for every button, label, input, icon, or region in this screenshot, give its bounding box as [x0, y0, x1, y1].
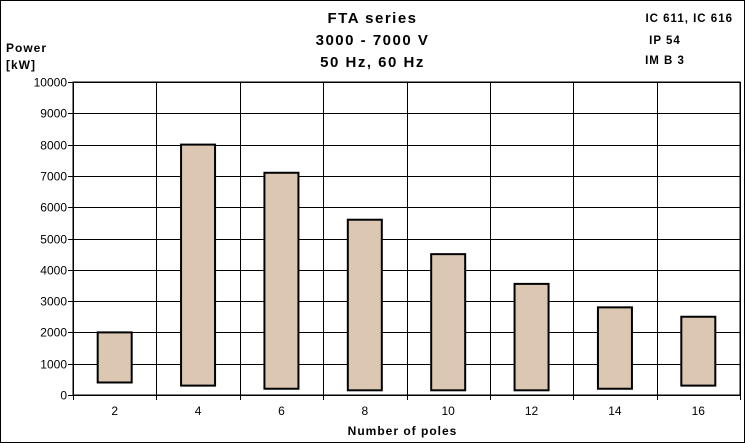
bar-16-poles — [680, 315, 717, 387]
x-tick-label: 14 — [608, 404, 622, 418]
y-tick-label: 6000 — [40, 201, 67, 215]
bar-6-poles — [263, 171, 300, 390]
y-tick-label: 9000 — [40, 107, 67, 121]
y-axis-label-line-1: Power — [6, 41, 48, 55]
x-tick-label: 6 — [278, 404, 285, 418]
spec-line-2: IP 54 — [649, 35, 681, 47]
chart-title-line-1: FTA series — [327, 10, 418, 27]
x-tick-label: 16 — [692, 404, 706, 418]
x-tick-label: 10 — [442, 404, 456, 418]
bar-8-poles — [346, 218, 383, 392]
bar-14-poles — [596, 306, 633, 390]
y-tick-label: 4000 — [40, 264, 67, 278]
plot-area — [72, 81, 741, 396]
y-tick-label: 1000 — [40, 358, 67, 372]
spec-line-1: IC 611, IC 616 — [645, 13, 733, 25]
y-tick-label: 2000 — [40, 326, 67, 340]
x-tick-label: 4 — [195, 404, 202, 418]
chart-title-line-3: 50 Hz, 60 Hz — [320, 54, 425, 71]
y-tick-label: 3000 — [40, 295, 67, 309]
y-tick-label: 0 — [60, 389, 67, 403]
spec-line-3: IM B 3 — [645, 55, 685, 67]
y-axis-label-line-2: [kW] — [6, 58, 36, 72]
x-tick-label: 2 — [111, 404, 118, 418]
y-tick-label: 7000 — [40, 170, 67, 184]
y-tick-label: 10000 — [34, 76, 68, 90]
x-axis-label: Number of poles — [347, 424, 458, 438]
bar-10-poles — [430, 253, 467, 392]
y-tick-label: 5000 — [40, 233, 67, 247]
bar-4-poles — [180, 143, 217, 387]
bar-12-poles — [513, 282, 550, 392]
chart-title-line-2: 3000 - 7000 V — [315, 32, 430, 49]
y-tick-label: 8000 — [40, 139, 67, 153]
bar-2-poles — [96, 331, 133, 384]
x-tick-label: 12 — [525, 404, 539, 418]
x-tick-label: 8 — [361, 404, 368, 418]
